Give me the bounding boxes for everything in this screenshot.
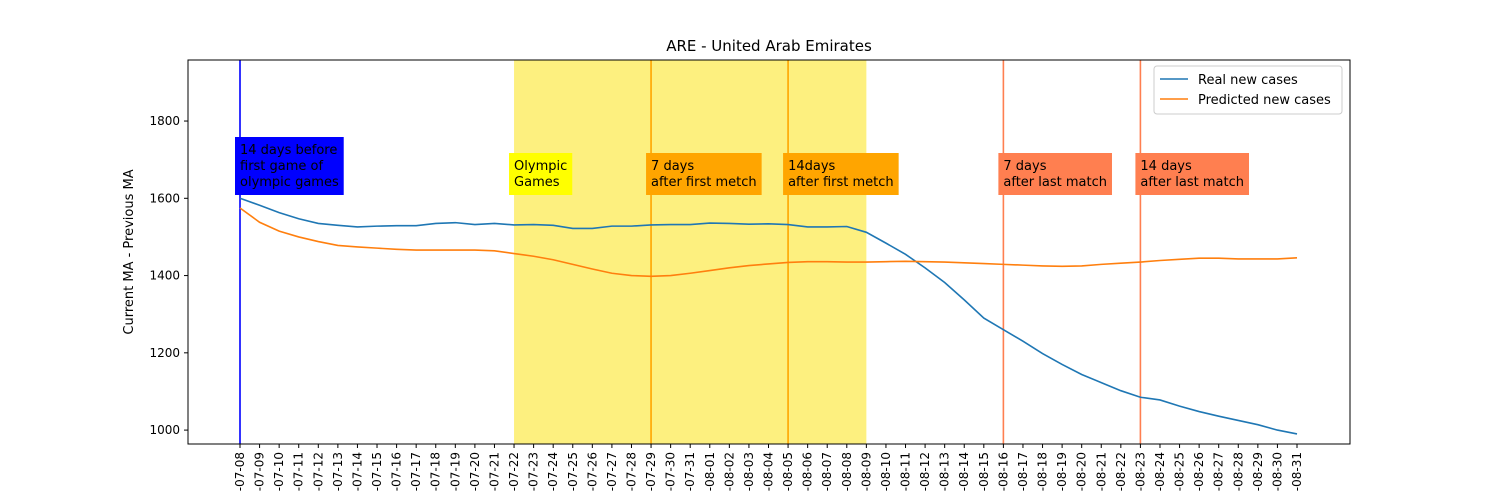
x-tick-label: -08-02 <box>722 452 736 491</box>
x-tick-label: -07-31 <box>683 452 697 491</box>
y-tick-label: 1600 <box>149 191 180 205</box>
annotation-text: 7 days <box>651 159 694 174</box>
x-tick-label: -07-08 <box>233 452 247 491</box>
annotation-box <box>783 153 899 195</box>
annotation-text: 14 days before <box>240 143 337 158</box>
annotation-text: Games <box>514 175 560 190</box>
annotation-text: after last match <box>1140 175 1244 190</box>
x-tick-label: -07-24 <box>546 452 560 491</box>
x-tick-label: -08-22 <box>1114 452 1128 491</box>
x-tick-label: -07-22 <box>507 452 521 491</box>
x-tick-label: -07-14 <box>350 452 364 491</box>
x-tick-label: -07-19 <box>448 452 462 491</box>
x-tick-label: -07-09 <box>253 452 267 491</box>
x-tick-label: -08-06 <box>801 452 815 491</box>
x-tick-label: -08-18 <box>1036 452 1050 491</box>
x-tick-label: -07-18 <box>429 452 443 491</box>
x-tick-label: -07-11 <box>292 452 306 491</box>
x-tick-label: -07-12 <box>311 452 325 491</box>
x-tick-label: -07-25 <box>566 452 580 491</box>
x-tick-label: -08-12 <box>918 452 932 491</box>
x-tick-label: -07-30 <box>664 452 678 491</box>
x-tick-label: -07-26 <box>585 452 599 491</box>
x-tick-label: -08-10 <box>879 452 893 491</box>
x-tick-label: -07-17 <box>409 452 423 491</box>
x-tick-label: -08-27 <box>1212 452 1226 491</box>
annotation-text: 14days <box>788 159 835 174</box>
chart-title: ARE - United Arab Emirates <box>666 37 872 55</box>
annotation-text: after first metch <box>788 175 894 190</box>
x-tick-label: -08-21 <box>1094 452 1108 491</box>
y-tick-label: 1000 <box>149 423 180 437</box>
annotation-text: after first metch <box>651 175 757 190</box>
x-tick-label: -07-20 <box>468 452 482 491</box>
annotation-box <box>509 153 573 195</box>
x-tick-label: -08-17 <box>1016 452 1030 491</box>
annotation-box <box>235 137 344 195</box>
legend-label: Real new cases <box>1198 73 1298 88</box>
x-tick-label: -07-10 <box>272 452 286 491</box>
x-tick-label: -08-13 <box>938 452 952 491</box>
plot-frame <box>187 59 1351 445</box>
y-tick-label: 1800 <box>149 114 180 128</box>
x-tick-label: -07-27 <box>605 452 619 491</box>
y-tick-label: 1400 <box>149 269 180 283</box>
x-tick-label: -08-15 <box>977 452 991 491</box>
annotation-box <box>1135 153 1250 195</box>
x-tick-label: -08-29 <box>1251 452 1265 491</box>
x-tick-label: -08-26 <box>1192 452 1206 491</box>
x-tick-label: -07-23 <box>527 452 541 491</box>
legend-box <box>1153 65 1343 115</box>
y-tick-label: 1200 <box>149 346 180 360</box>
x-tick-label: -08-01 <box>703 452 717 491</box>
x-tick-label: -08-11 <box>899 452 913 491</box>
annotation-text: first game of <box>240 159 324 174</box>
x-tick-label: -07-21 <box>487 452 501 491</box>
x-tick-label: -08-28 <box>1231 452 1245 491</box>
x-tick-label: -07-16 <box>390 452 404 491</box>
annotation-text: after last match <box>1003 175 1107 190</box>
y-axis-label: Current MA - Previous MA <box>122 169 137 334</box>
annotation-text: olympic games <box>240 175 339 190</box>
annotation-text: Olympic <box>514 159 567 174</box>
x-tick-label: -08-19 <box>1055 452 1069 491</box>
x-tick-label: -07-28 <box>624 452 638 491</box>
annotation-text: 7 days <box>1003 159 1046 174</box>
x-tick-label: -08-24 <box>1153 452 1167 491</box>
legend: Real new cases Predicted new cases <box>1153 65 1343 115</box>
x-tick-label: -08-23 <box>1133 452 1147 491</box>
x-tick-label: -07-15 <box>370 452 384 491</box>
x-tick-label: -07-29 <box>644 452 658 491</box>
x-tick-label: -08-16 <box>996 452 1010 491</box>
x-tick-label: -07-13 <box>331 452 345 491</box>
x-tick-label: -08-09 <box>859 452 873 491</box>
x-tick-label: -08-20 <box>1075 452 1089 491</box>
legend-label: Predicted new cases <box>1198 93 1331 108</box>
annotation-text: 14 days <box>1140 159 1192 174</box>
highlight-span <box>514 60 867 444</box>
series-line <box>239 197 1298 435</box>
x-tick-label: -08-31 <box>1290 452 1304 491</box>
x-tick-label: -08-30 <box>1270 452 1284 491</box>
x-tick-label: -08-04 <box>762 452 776 491</box>
x-tick-label: -08-14 <box>957 452 971 491</box>
series-line <box>239 207 1298 278</box>
x-tick-label: -08-05 <box>781 452 795 491</box>
x-tick-label: -08-07 <box>820 452 834 491</box>
x-tick-label: -08-03 <box>742 452 756 491</box>
annotation-box <box>646 153 762 195</box>
x-tick-label: -08-08 <box>840 452 854 491</box>
annotation-box <box>998 153 1112 195</box>
x-tick-label: -08-25 <box>1173 452 1187 491</box>
